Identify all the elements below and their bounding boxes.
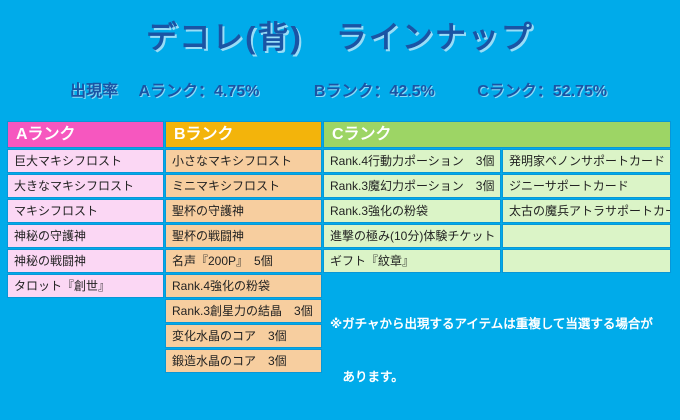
rank-c-item: 太古の魔兵アトラサポートカード	[503, 200, 670, 222]
rank-a-item: 巨大マキシフロスト	[8, 150, 163, 172]
rank-c-item: 発明家ペノンサポートカード	[503, 150, 670, 172]
rank-a-item: 神秘の守護神	[8, 225, 163, 247]
rank-b-item: 変化水晶のコア 3個	[166, 325, 321, 347]
rank-c-item: Rank.3魔幻力ポーション 3個	[324, 175, 500, 197]
rank-b-item: Rank.3創星力の結晶 3個	[166, 300, 321, 322]
rank-b-item: 小さなマキシフロスト	[166, 150, 321, 172]
rank-c-item: Rank.3強化の粉袋	[324, 200, 500, 222]
rank-c-item: ジニーサポートカード	[503, 175, 670, 197]
rank-b-column: Bランク 小さなマキシフロスト ミニマキシフロスト 聖杯の守護神 聖杯の戦闘神 …	[166, 122, 321, 372]
appearance-rates: 出現率 Aランク：4.75% Bランク：42.5% Cランク：52.75%	[70, 77, 607, 101]
footnote-line: ※ガチャから出現するアイテムは重複して当選する場合が	[330, 317, 653, 331]
rank-b-item: 名声『200P』 5個	[166, 250, 321, 272]
rank-a-item: 神秘の戦闘神	[8, 250, 163, 272]
rank-a-column: Aランク 巨大マキシフロスト 大きなマキシフロスト マキシフロスト 神秘の守護神…	[8, 122, 163, 297]
rank-a-item: 大きなマキシフロスト	[8, 175, 163, 197]
rank-c-item: Rank.4行動力ポーション 3個	[324, 150, 500, 172]
rank-b-header: Bランク	[166, 122, 321, 147]
rank-c-item: ギフト『紋章』	[324, 250, 500, 272]
rank-c-item	[503, 250, 670, 272]
rank-a-item: マキシフロスト	[8, 200, 163, 222]
footnote-line: あります。	[330, 369, 404, 384]
rank-b-item: 聖杯の守護神	[166, 200, 321, 222]
rank-a-item: タロット『創世』	[8, 275, 163, 297]
rate-a-rank: Aランク：4.75%	[138, 83, 260, 100]
rank-b-item: 鍛造水晶のコア 3個	[166, 350, 321, 372]
rank-b-item: 聖杯の戦闘神	[166, 225, 321, 247]
rate-c-rank: Cランク：52.75%	[477, 83, 608, 100]
footnotes: ※ガチャから出現するアイテムは重複して当選する場合が あります。 ※アバターの追…	[330, 281, 675, 420]
rank-b-item: Rank.4強化の粉袋	[166, 275, 321, 297]
rank-c-header: Cランク	[324, 122, 670, 147]
rank-c-column: Cランク Rank.4行動力ポーション 3個 発明家ペノンサポートカード Ran…	[324, 122, 670, 272]
rank-c-item: 進撃の極み(10分)体験チケット	[324, 225, 500, 247]
rank-a-header: Aランク	[8, 122, 163, 147]
rank-b-item: ミニマキシフロスト	[166, 175, 321, 197]
rate-label: 出現率	[70, 83, 119, 100]
rate-b-rank: Bランク：42.5%	[313, 83, 435, 100]
rank-c-item	[503, 225, 670, 247]
page-title: デコレ(背) ラインナップ	[146, 20, 534, 55]
